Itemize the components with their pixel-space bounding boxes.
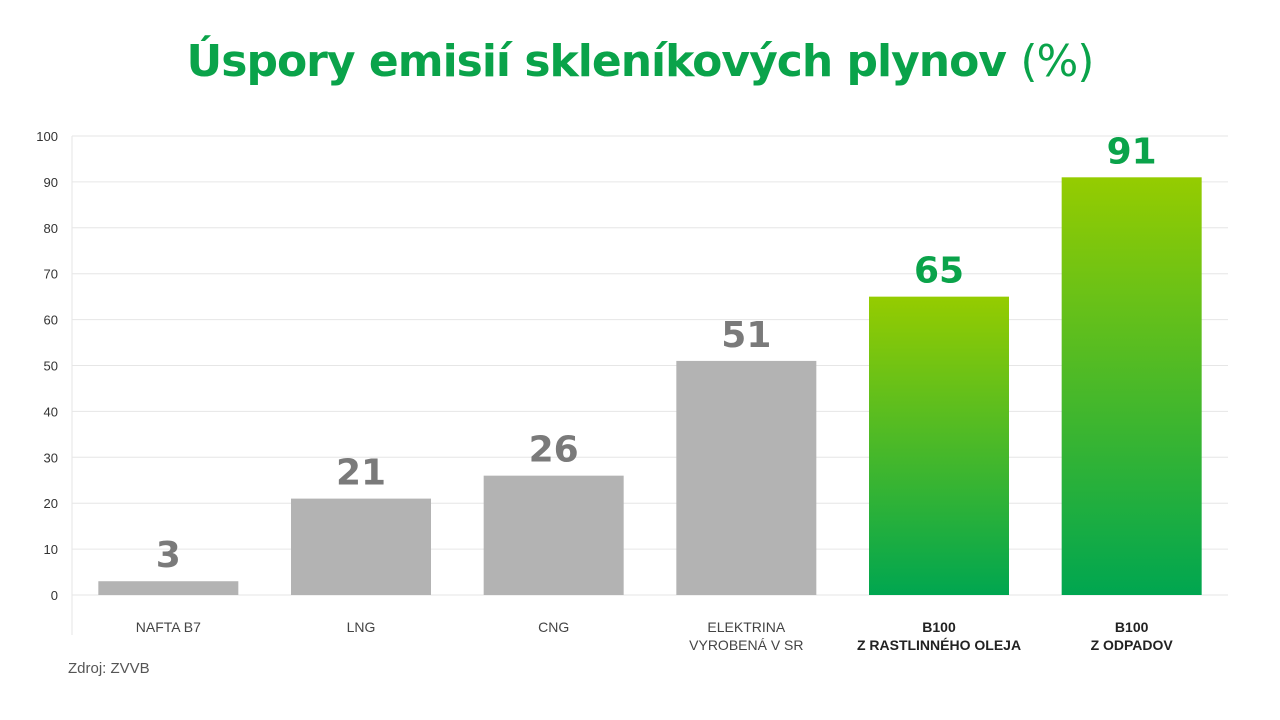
bar-value-label: 91: [1107, 131, 1157, 172]
bar-value-label: 65: [914, 251, 964, 292]
x-category-label: CNG: [538, 619, 569, 635]
bar-value-label: 3: [156, 535, 181, 576]
x-category-label: VYROBENÁ V SR: [689, 637, 803, 653]
y-tick-label: 90: [44, 175, 58, 190]
y-tick-label: 40: [44, 404, 58, 419]
bar-value-label: 51: [721, 315, 771, 356]
y-tick-label: 50: [44, 359, 58, 374]
source-note: Zdroj: ZVVB: [68, 660, 150, 677]
x-category-label: ELEKTRINA: [707, 619, 785, 635]
bar: [98, 581, 239, 595]
y-tick-label: 20: [44, 496, 58, 511]
bar: [676, 360, 817, 595]
y-tick-label: 60: [44, 313, 58, 328]
x-category-label: B100: [922, 619, 956, 635]
y-tick-label: 80: [44, 221, 58, 236]
x-category-label: B100: [1115, 619, 1149, 635]
y-tick-label: 0: [51, 588, 58, 603]
bar: [1061, 177, 1202, 595]
x-category-label: LNG: [347, 619, 376, 635]
chart-title: Úspory emisií skleníkových plynov (%): [0, 36, 1280, 87]
chart-title-main: Úspory emisií skleníkových plynov: [186, 36, 1007, 87]
y-tick-label: 100: [36, 129, 58, 144]
y-tick-label: 10: [44, 542, 58, 557]
y-tick-label: 70: [44, 267, 58, 282]
bar-value-label: 26: [529, 430, 579, 471]
x-category-label: NAFTA B7: [136, 619, 201, 635]
bar: [291, 498, 431, 595]
bar-value-label: 21: [336, 453, 386, 494]
bar: [869, 296, 1009, 595]
bar: [483, 475, 624, 595]
x-category-label: Z RASTLINNÉHO OLEJA: [857, 637, 1021, 653]
x-category-label: Z ODPADOV: [1091, 637, 1174, 653]
chart-title-unit: (%): [1020, 36, 1094, 87]
y-tick-label: 30: [44, 450, 58, 465]
